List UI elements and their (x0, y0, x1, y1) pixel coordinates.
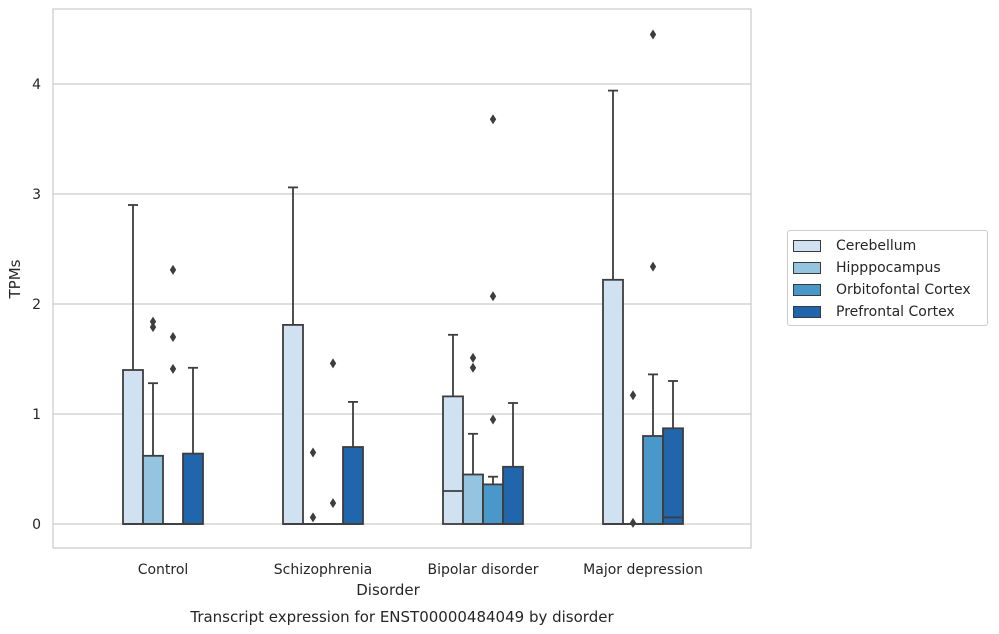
outlier-point (169, 332, 177, 342)
legend-label: Cerebellum (836, 238, 917, 254)
outlier-point (149, 322, 157, 333)
boxes (122, 29, 684, 528)
box-2-3 (642, 435, 664, 525)
legend-item-hipppocampus: Hipppocampus (793, 258, 941, 278)
box-0-2 (442, 395, 464, 525)
outlier-point (169, 264, 177, 275)
outlier-point (649, 29, 657, 40)
outlier-point (309, 447, 317, 458)
outlier-point (329, 498, 337, 509)
legend-label: Orbitofontal Cortex (836, 282, 971, 298)
x-tick-label: Control (138, 562, 189, 578)
outlier-point (149, 316, 157, 327)
outlier-point (489, 114, 497, 125)
y-tick-label: 3 (32, 187, 41, 203)
outlier-point (329, 358, 337, 369)
box-3-0 (182, 452, 204, 525)
outlier-point (629, 517, 637, 528)
legend-swatch-orbitofontal-cortex (793, 284, 821, 296)
outlier-point (309, 512, 317, 523)
y-tick-label: 2 (32, 297, 41, 313)
tick-labels: 0 1 2 3 4 Control Schizophrenia Bipolar disorde… (32, 77, 703, 578)
box-0-1 (282, 323, 304, 525)
box-1-2 (462, 473, 484, 525)
x-tick-label: Major depression (583, 562, 703, 578)
legend-label: Hipppocampus (836, 260, 941, 276)
x-tick-label: Schizophrenia (274, 562, 372, 578)
legend: Cerebellum Hipppocampus Orbitofontal Cor… (787, 230, 988, 326)
legend-item-prefrontal-cortex: Prefrontal Cortex (793, 302, 955, 322)
outlier-point (489, 291, 497, 302)
legend-label: Prefrontal Cortex (836, 304, 955, 320)
plot-frame (52, 8, 752, 549)
legend-swatch-hipppocampus (793, 262, 821, 274)
x-axis-label: Disorder (356, 581, 420, 599)
outlier-point (649, 261, 657, 272)
outlier-point (629, 390, 637, 401)
legend-swatch-prefrontal-cortex (793, 306, 821, 318)
outlier-point (469, 362, 477, 373)
outlier-point (469, 352, 477, 363)
legend-item-cerebellum: Cerebellum (793, 236, 916, 256)
chart-caption: Transcript expression for ENST0000048404… (189, 608, 614, 626)
y-tick-label: 0 (32, 517, 41, 533)
legend-item-orbitofontal-cortex: Orbitofontal Cortex (793, 280, 971, 300)
outlier-point (169, 363, 177, 374)
x-tick-label: Bipolar disorder (427, 562, 538, 578)
box-1-0 (142, 454, 164, 525)
box-0-3 (602, 278, 624, 525)
y-axis-label: TPMs (6, 259, 24, 299)
box-3-2 (502, 465, 524, 525)
box-3-3 (662, 427, 684, 525)
y-tick-label: 4 (32, 77, 41, 93)
y-tick-label: 1 (32, 407, 41, 423)
box-0-0 (122, 369, 144, 525)
box-2-2 (482, 483, 504, 525)
box-3-1 (342, 446, 364, 525)
outlier-point (489, 414, 497, 425)
legend-swatch-cerebellum (793, 240, 821, 252)
